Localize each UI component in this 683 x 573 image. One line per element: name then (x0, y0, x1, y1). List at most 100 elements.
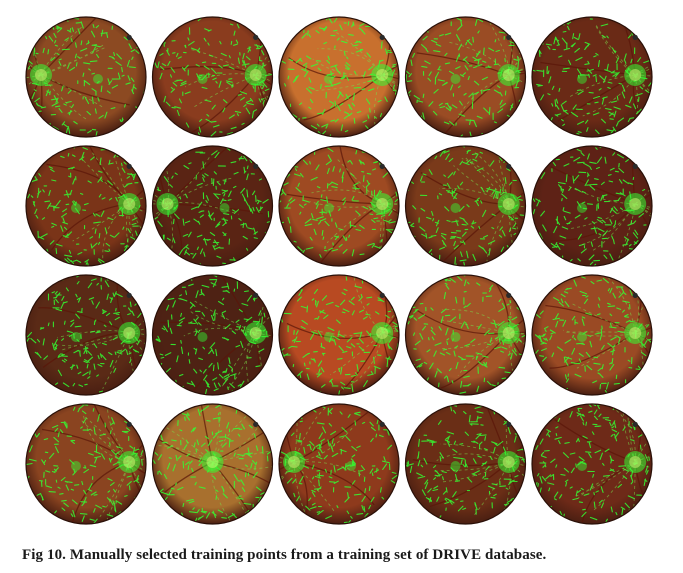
fundus-image (279, 146, 399, 266)
fundus-border (25, 403, 147, 525)
fundus-border (151, 274, 274, 396)
vessel (293, 461, 375, 506)
training-points (532, 18, 652, 135)
fundus-image (26, 17, 146, 137)
notch-marker (632, 34, 638, 41)
training-points (535, 404, 650, 524)
fundus-image (405, 146, 526, 266)
vessel-points (436, 404, 526, 522)
notch-marker (506, 163, 512, 169)
training-points (153, 17, 273, 137)
figure-caption: Fig 10. Manually selected training point… (22, 547, 547, 563)
vessel-points (312, 30, 399, 135)
fundus-border (151, 403, 274, 525)
notch-marker (506, 292, 512, 298)
vessel (549, 332, 636, 369)
vessel-points (563, 275, 652, 393)
vessel-points (310, 157, 399, 265)
fundus-image (532, 404, 652, 524)
vessel-points (575, 404, 652, 523)
notch-marker (379, 421, 385, 427)
notch-marker (126, 163, 132, 169)
notch-marker (253, 34, 259, 41)
vessel (38, 307, 130, 334)
training-points (26, 404, 144, 524)
macula (450, 332, 461, 342)
training-points (405, 405, 526, 520)
notch-marker (253, 163, 259, 169)
notch-marker (632, 292, 638, 298)
vessel-points (152, 146, 239, 265)
notch-marker (126, 421, 132, 427)
macula (450, 74, 461, 84)
vessel (128, 203, 146, 266)
fundus-border (278, 403, 400, 525)
notch-marker (506, 34, 512, 41)
fundus-border (531, 403, 653, 525)
fundus-image (405, 404, 526, 524)
macula (93, 74, 103, 84)
fundus-border (404, 403, 527, 525)
macula (197, 332, 208, 342)
fundus-border (404, 145, 527, 267)
macula (71, 203, 81, 213)
fundus-border (278, 145, 400, 267)
fundus-image (405, 17, 526, 137)
fundus-border (531, 274, 653, 396)
fundus-image (26, 146, 146, 266)
vessel (288, 57, 383, 79)
fundus-border (404, 16, 527, 138)
vessel (212, 461, 273, 504)
fundus-image (26, 275, 146, 395)
notch-marker (253, 421, 259, 427)
training-points (280, 405, 398, 524)
fundus-border (278, 16, 400, 138)
fundus-image (279, 17, 399, 137)
vessel (279, 461, 295, 504)
vessel-points (439, 146, 526, 264)
fundus-border (531, 16, 653, 138)
vessel-points (279, 404, 365, 521)
macula (577, 203, 587, 213)
fundus-border (404, 274, 527, 396)
macula (71, 461, 81, 471)
fundus-image (152, 17, 273, 137)
fundus-image (152, 404, 273, 524)
training-points (154, 146, 273, 266)
notch-marker (253, 292, 259, 298)
notch-marker (126, 292, 132, 298)
fundus-border (278, 274, 400, 396)
vessel (152, 461, 213, 516)
training-points (405, 146, 526, 266)
fundus-image (532, 17, 652, 137)
fundus-image (532, 275, 652, 395)
macula (324, 203, 334, 213)
vessel (303, 74, 383, 121)
fundus-border (25, 145, 147, 267)
vessel-points (26, 17, 106, 121)
macula (71, 332, 81, 342)
fundus-border (151, 145, 274, 267)
notch-marker (632, 163, 638, 169)
macula (577, 461, 587, 471)
fundus-image (279, 404, 399, 524)
macula (324, 332, 334, 342)
vessel-points (152, 404, 273, 521)
macula (324, 74, 334, 84)
notch-marker (379, 34, 385, 41)
macula (219, 203, 230, 213)
fundus-image (532, 146, 652, 266)
training-points (534, 276, 652, 394)
macula (346, 461, 356, 471)
macula (577, 332, 587, 342)
macula (197, 74, 208, 84)
fundus-border (25, 274, 147, 396)
notch-marker (126, 34, 132, 41)
notch-marker (506, 421, 512, 427)
notch-marker (632, 421, 638, 427)
vessel (255, 74, 273, 118)
vessel-points (568, 24, 652, 136)
fundus-border (151, 16, 274, 138)
training-points (279, 147, 399, 258)
